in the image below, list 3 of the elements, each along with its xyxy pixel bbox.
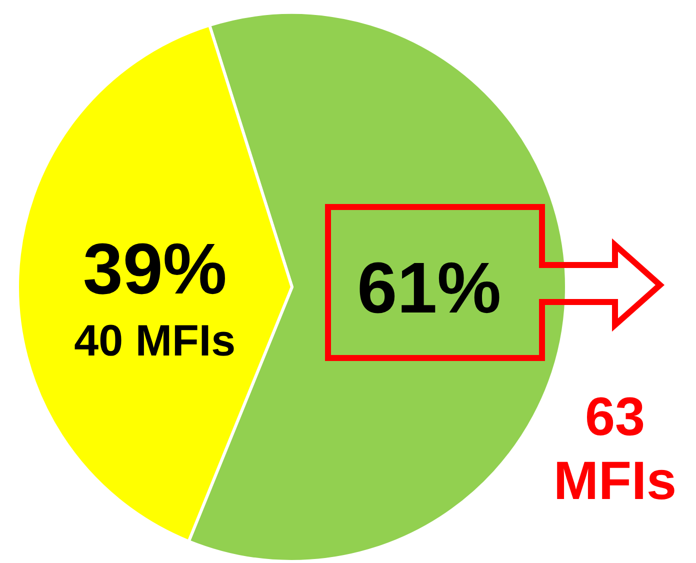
text: 63 MFIs bbox=[552, 386, 678, 513]
data-label: 39% 40 MFIs bbox=[74, 229, 236, 366]
data-label: 61% bbox=[357, 248, 502, 328]
